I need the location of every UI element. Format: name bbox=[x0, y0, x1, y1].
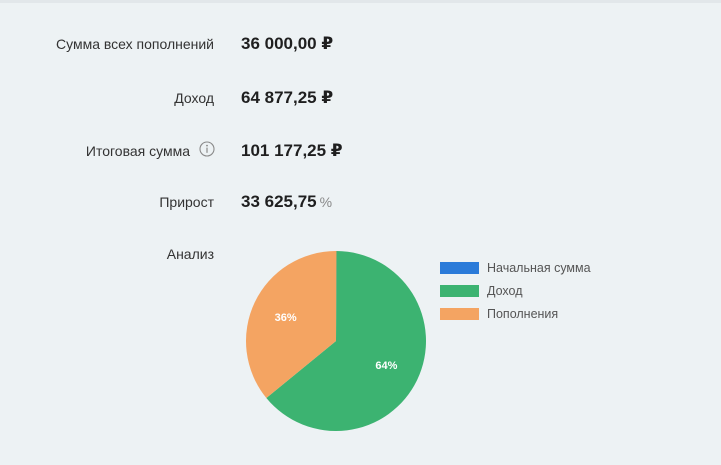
pie-chart: 0%64%36% bbox=[246, 251, 426, 431]
legend-label: Пополнения bbox=[487, 307, 559, 321]
growth-unit: % bbox=[319, 194, 333, 210]
top-divider bbox=[0, 0, 721, 3]
legend-label: Доход bbox=[487, 284, 523, 298]
growth-value: 33 625,75 bbox=[241, 192, 317, 211]
final-amount-label: Итоговая сумма bbox=[85, 143, 190, 159]
growth-value-wrapper: 33 625,75% bbox=[241, 190, 332, 214]
info-icon[interactable] bbox=[199, 141, 215, 157]
total-deposits-value: 36 000,00 ₽ bbox=[241, 34, 334, 53]
analysis-label: Анализ bbox=[166, 246, 214, 262]
growth-row: Прирост 33 625,75% bbox=[0, 190, 721, 214]
pie-label-1: 64% bbox=[375, 360, 397, 372]
info-icon-wrapper[interactable] bbox=[197, 139, 215, 163]
growth-label: Прирост bbox=[159, 194, 214, 210]
analysis-row: Анализ bbox=[0, 242, 721, 266]
pie-slice-2 bbox=[246, 251, 337, 399]
final-amount-row: Итоговая сумма 101 177,25 ₽ bbox=[0, 139, 721, 163]
income-row: Доход 64 877,25 ₽ bbox=[0, 86, 721, 110]
total-deposits-row: Сумма всех пополнений 36 000,00 ₽ bbox=[0, 32, 721, 56]
pie-slice-1 bbox=[266, 251, 426, 431]
income-value: 64 877,25 ₽ bbox=[241, 88, 334, 107]
final-amount-value: 101 177,25 ₽ bbox=[241, 141, 343, 160]
total-deposits-label: Сумма всех пополнений bbox=[55, 36, 214, 52]
pie-label-2: 36% bbox=[275, 312, 297, 324]
legend-swatch bbox=[440, 285, 479, 297]
legend-label: Начальная сумма bbox=[487, 261, 591, 275]
income-label: Доход bbox=[174, 90, 214, 106]
legend-swatch bbox=[440, 262, 479, 274]
legend-swatch bbox=[440, 308, 479, 320]
